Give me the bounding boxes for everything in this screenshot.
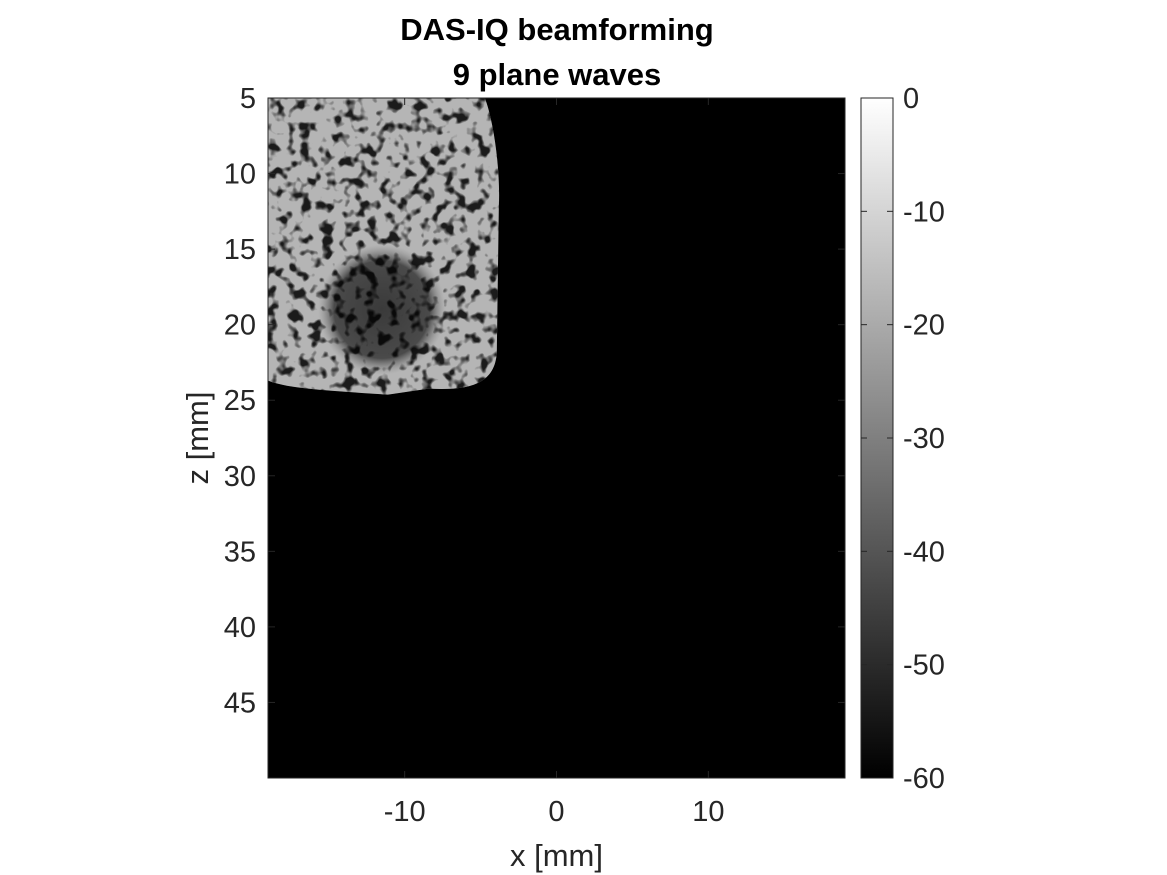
plot-area — [267, 97, 846, 779]
colorbar-tick-label: -60 — [903, 763, 945, 795]
y-tick-label: 15 — [224, 234, 256, 266]
colorbar-tick-label: -30 — [903, 423, 945, 455]
x-tick-label: -10 — [384, 796, 426, 828]
x-axis-label: x [mm] — [510, 838, 603, 873]
y-axis-label: z [mm] — [180, 392, 215, 485]
colorbar: 0 -10 -20 -30 -40 -50 -60 — [860, 83, 945, 795]
y-tick-label: 45 — [224, 687, 256, 719]
y-tick-label: 30 — [224, 461, 256, 493]
colorbar-tick-label: 0 — [903, 83, 919, 115]
y-axis: 5 10 15 20 25 30 35 40 45 — [224, 83, 845, 719]
x-axis: -10 0 10 — [384, 98, 724, 828]
speckle-texture — [268, 98, 500, 395]
y-tick-label: 10 — [224, 159, 256, 191]
speckle-region — [268, 98, 500, 395]
title-line-1: DAS-IQ beamforming — [400, 12, 713, 47]
colorbar-tick-label: -10 — [903, 196, 945, 228]
y-tick-label: 5 — [240, 83, 256, 115]
colorbar-tick-label: -50 — [903, 650, 945, 682]
x-tick-label: 10 — [692, 796, 724, 828]
colorbar-ticks: 0 -10 -20 -30 -40 -50 -60 — [861, 83, 945, 795]
y-tick-label: 40 — [224, 612, 256, 644]
x-tick-label: 0 — [548, 796, 564, 828]
chart-title: DAS-IQ beamforming 9 plane waves — [400, 12, 713, 92]
colorbar-tick-label: -20 — [903, 310, 945, 342]
y-tick-label: 35 — [224, 536, 256, 568]
image-regions — [268, 98, 500, 395]
y-tick-label: 20 — [224, 310, 256, 342]
title-line-2: 9 plane waves — [453, 57, 662, 92]
y-tick-label: 25 — [224, 385, 256, 417]
colorbar-tick-label: -40 — [903, 536, 945, 568]
